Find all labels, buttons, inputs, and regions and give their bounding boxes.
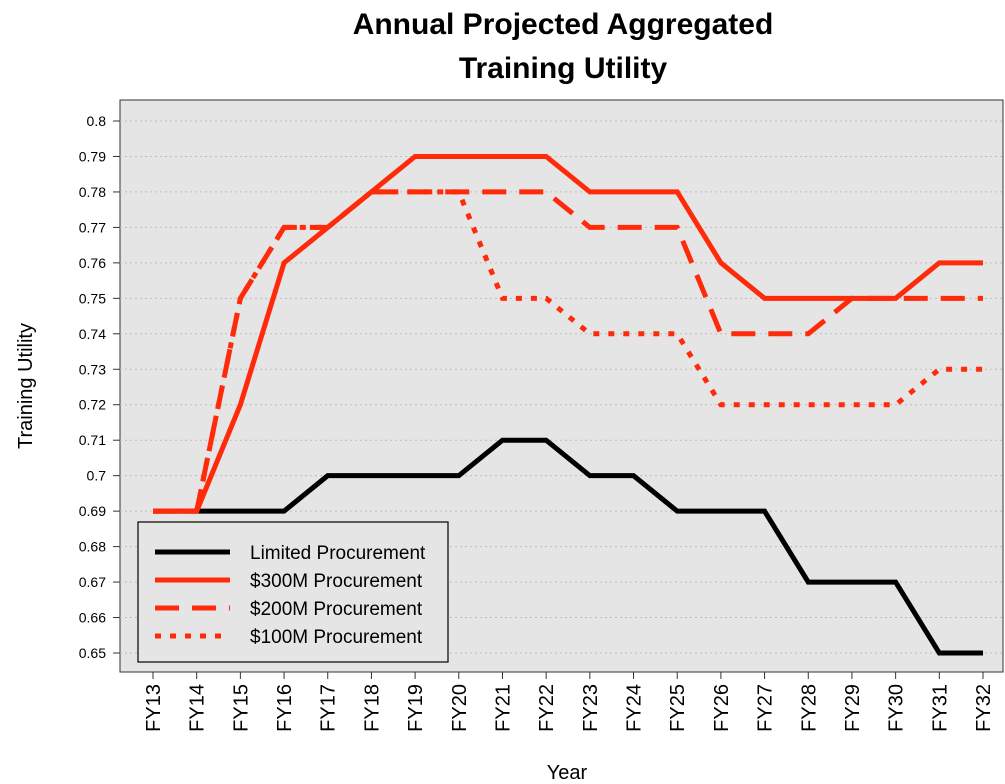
legend-label: $300M Procurement — [250, 571, 423, 592]
x-tick-label: FY21 — [492, 684, 514, 732]
y-tick-label: 0.65 — [79, 645, 106, 661]
x-tick-label: FY27 — [755, 684, 777, 732]
series-line — [153, 153, 983, 514]
x-tick-label: FY16 — [274, 684, 296, 732]
y-tick-label: 0.77 — [79, 219, 106, 235]
y-tick-label: 0.71 — [79, 432, 106, 448]
x-tick-label: FY32 — [973, 684, 995, 732]
y-tick-label: 0.69 — [79, 503, 106, 519]
y-tick-label: 0.74 — [79, 326, 106, 342]
x-tick-label: FY25 — [667, 684, 689, 732]
x-tick-label: FY31 — [929, 684, 951, 732]
x-tick-label: FY15 — [230, 684, 252, 732]
series-line — [153, 189, 983, 514]
y-tick-label: 0.73 — [79, 361, 106, 377]
y-tick-label: 0.78 — [79, 184, 106, 200]
x-tick-label: FY24 — [624, 684, 646, 732]
x-tick-label: FY20 — [449, 684, 471, 732]
series-line — [153, 189, 983, 514]
legend-label: $100M Procurement — [250, 627, 423, 648]
y-tick-label: 0.66 — [79, 610, 106, 626]
y-axis-label: Training Utility — [15, 323, 37, 449]
y-tick-label: 0.79 — [79, 148, 106, 164]
x-tick-label: FY18 — [361, 684, 383, 732]
y-tick-label: 0.7 — [87, 468, 107, 484]
x-tick-label: FY29 — [842, 684, 864, 732]
y-tick-label: 0.72 — [79, 397, 106, 413]
chart-title: Training Utility — [459, 52, 668, 85]
x-tick-label: FY26 — [711, 684, 733, 732]
x-tick-label: FY19 — [405, 684, 427, 732]
chart-title: Annual Projected Aggregated — [353, 8, 774, 41]
y-tick-label: 0.67 — [79, 574, 106, 590]
x-axis-label: Year — [547, 762, 588, 784]
legend-label: Limited Procurement — [250, 543, 426, 564]
x-tick-label: FY14 — [187, 684, 209, 732]
x-tick-label: FY30 — [886, 684, 908, 732]
legend-label: $200M Procurement — [250, 599, 423, 620]
legend-box — [137, 521, 449, 663]
x-tick-label: FY23 — [580, 684, 602, 732]
x-tick-label: FY17 — [318, 684, 340, 732]
x-tick-label: FY13 — [143, 684, 165, 732]
x-tick-label: FY28 — [798, 684, 820, 732]
y-tick-label: 0.76 — [79, 255, 106, 271]
y-tick-label: 0.8 — [87, 113, 107, 129]
y-tick-label: 0.75 — [79, 290, 106, 306]
y-tick-label: 0.68 — [79, 539, 106, 555]
series-line — [153, 437, 983, 656]
x-tick-label: FY22 — [536, 684, 558, 732]
